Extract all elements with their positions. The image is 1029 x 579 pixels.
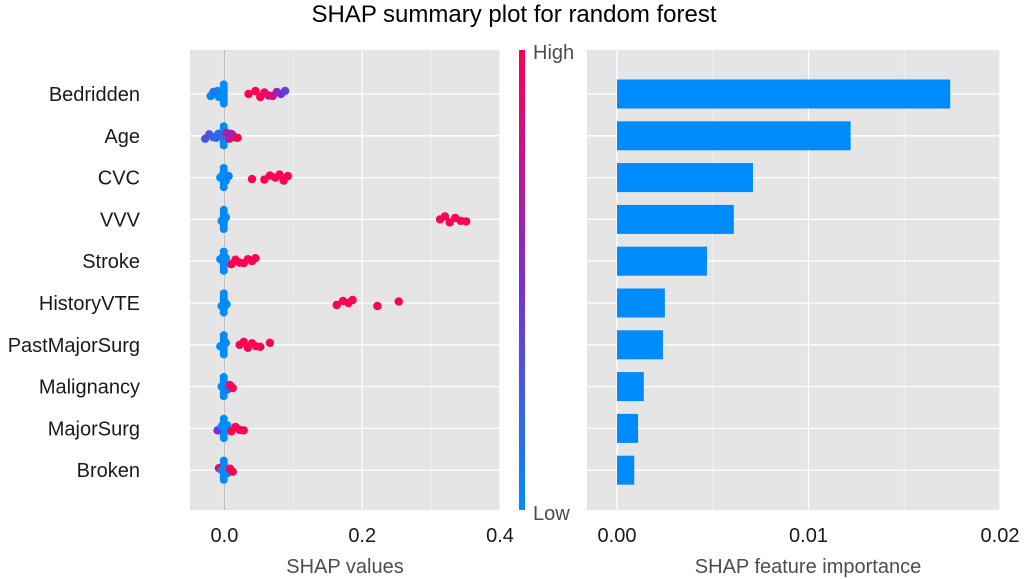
importance-panel: 0.00 0.01 0.02 SHAP feature importance bbox=[587, 50, 1019, 578]
beeswarm-point bbox=[247, 174, 257, 184]
beeswarm-point bbox=[219, 434, 228, 442]
importance-x-axis-label: SHAP feature importance bbox=[695, 556, 921, 578]
beeswarm-point bbox=[226, 129, 235, 138]
beeswarm-point bbox=[348, 295, 357, 305]
beeswarm-point bbox=[209, 87, 218, 97]
beeswarm-point bbox=[332, 300, 341, 310]
beeswarm-point bbox=[223, 421, 232, 430]
beeswarm-point bbox=[219, 350, 228, 359]
importance-x-ticks: 0.00 0.01 0.02 bbox=[598, 525, 1020, 547]
beeswarm-point bbox=[265, 338, 275, 347]
beeswarm-points bbox=[200, 80, 471, 484]
feature-labels: Bedridden Age CVC VVV Stroke HistoryVTE PastMa… bbox=[8, 84, 141, 482]
feature-label: Stroke bbox=[82, 251, 140, 273]
colorbar: High Low bbox=[519, 42, 574, 525]
beeswarm-point bbox=[219, 308, 228, 317]
beeswarm-point bbox=[219, 141, 228, 150]
feature-label: MajorSurg bbox=[48, 418, 140, 440]
beeswarm-point bbox=[283, 171, 293, 181]
beeswarm-point bbox=[219, 392, 228, 401]
importance-bar bbox=[617, 163, 753, 193]
importance-bar bbox=[617, 372, 644, 402]
feature-label: CVC bbox=[98, 168, 140, 190]
beeswarm-point bbox=[228, 467, 237, 476]
feature-label: VVV bbox=[100, 209, 141, 231]
beeswarm-point bbox=[280, 86, 290, 96]
importance-plot-background bbox=[587, 50, 1000, 510]
feature-label: Broken bbox=[77, 460, 140, 482]
feature-label: HistoryVTE bbox=[39, 293, 140, 315]
colorbar-high-label: High bbox=[533, 42, 574, 64]
importance-x-tick-label: 0.01 bbox=[789, 525, 828, 547]
beeswarm-point bbox=[219, 475, 228, 484]
beeswarm-point bbox=[462, 217, 471, 226]
beeswarm-point bbox=[394, 297, 403, 306]
beeswarm-point bbox=[219, 183, 228, 192]
beeswarm-panel: Bedridden Age CVC VVV Stroke HistoryVTE PastMa… bbox=[8, 50, 514, 578]
beeswarm-x-tick-label: 0.4 bbox=[486, 525, 514, 547]
importance-x-tick-label: 0.00 bbox=[598, 525, 637, 547]
beeswarm-point bbox=[251, 254, 260, 263]
beeswarm-point bbox=[219, 99, 228, 108]
feature-label: Age bbox=[104, 126, 140, 148]
beeswarm-point bbox=[221, 254, 231, 263]
importance-bar bbox=[617, 455, 635, 485]
beeswarm-point bbox=[239, 337, 248, 346]
beeswarm-plot-background bbox=[190, 50, 500, 510]
beeswarm-point bbox=[244, 89, 253, 99]
feature-label: Malignancy bbox=[39, 377, 140, 399]
colorbar-low-label: Low bbox=[533, 503, 570, 525]
beeswarm-point bbox=[219, 225, 228, 233]
importance-bar bbox=[617, 330, 663, 360]
beeswarm-point bbox=[217, 91, 226, 100]
beeswarm-x-axis-label: SHAP values bbox=[286, 556, 403, 578]
importance-bar bbox=[617, 413, 639, 443]
importance-bar bbox=[617, 204, 734, 234]
beeswarm-point bbox=[373, 301, 382, 311]
beeswarm-point bbox=[239, 426, 248, 435]
beeswarm-point bbox=[221, 213, 231, 222]
beeswarm-point bbox=[256, 342, 265, 351]
beeswarm-x-ticks: 0.0 0.2 0.4 bbox=[211, 525, 514, 547]
feature-label: Bedridden bbox=[49, 84, 140, 106]
importance-gridlines bbox=[587, 50, 1001, 510]
figure-title: SHAP summary plot for random forest bbox=[311, 1, 716, 28]
feature-label: PastMajorSurg bbox=[8, 335, 140, 357]
beeswarm-point bbox=[222, 300, 231, 309]
importance-bar bbox=[617, 121, 851, 151]
beeswarm-point bbox=[221, 338, 231, 347]
importance-bar bbox=[617, 79, 951, 109]
importance-bar bbox=[617, 246, 708, 276]
beeswarm-x-tick-label: 0.2 bbox=[348, 525, 376, 547]
beeswarm-point bbox=[233, 133, 242, 142]
importance-x-tick-label: 0.02 bbox=[981, 525, 1020, 547]
beeswarm-point bbox=[251, 86, 260, 96]
beeswarm-point bbox=[228, 383, 237, 393]
beeswarm-x-tick-label: 0.0 bbox=[211, 525, 239, 547]
beeswarm-point bbox=[440, 212, 450, 221]
beeswarm-point bbox=[224, 171, 233, 181]
beeswarm-point bbox=[275, 170, 284, 179]
colorbar-gradient bbox=[519, 50, 525, 510]
beeswarm-point bbox=[219, 266, 228, 275]
importance-bars bbox=[617, 79, 951, 485]
importance-bar bbox=[617, 288, 665, 318]
